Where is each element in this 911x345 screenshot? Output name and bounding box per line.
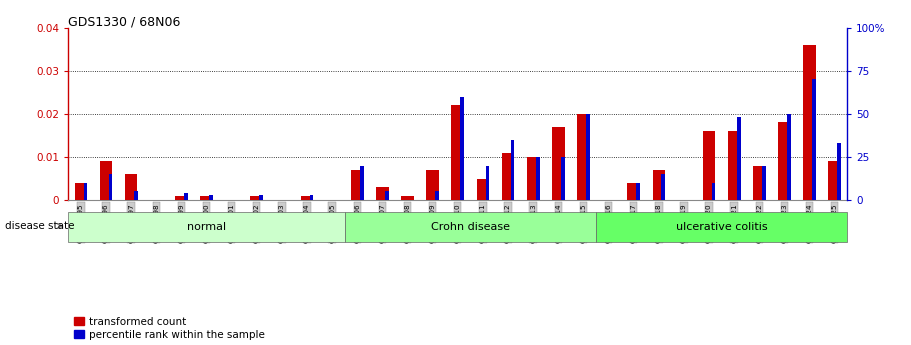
Legend: transformed count, percentile rank within the sample: transformed count, percentile rank withi…: [74, 317, 265, 340]
Bar: [728, 131, 741, 200]
Bar: [586, 114, 589, 200]
Bar: [426, 170, 439, 200]
Bar: [527, 157, 539, 200]
FancyBboxPatch shape: [68, 212, 344, 241]
Bar: [661, 174, 665, 200]
Bar: [837, 143, 841, 200]
Bar: [99, 161, 112, 200]
Bar: [385, 191, 389, 200]
Bar: [804, 45, 816, 200]
Bar: [134, 191, 138, 200]
Bar: [552, 127, 565, 200]
Bar: [578, 114, 589, 200]
Bar: [376, 187, 389, 200]
Bar: [84, 183, 87, 200]
Bar: [628, 183, 640, 200]
FancyBboxPatch shape: [596, 212, 847, 241]
Bar: [737, 117, 741, 200]
Bar: [260, 195, 263, 200]
Text: disease state: disease state: [5, 221, 74, 231]
Text: GDS1330 / 68N06: GDS1330 / 68N06: [68, 16, 180, 29]
Bar: [762, 166, 766, 200]
Bar: [636, 183, 640, 200]
Bar: [702, 131, 715, 200]
Bar: [175, 196, 188, 200]
Bar: [108, 174, 112, 200]
Bar: [351, 170, 363, 200]
Bar: [561, 157, 565, 200]
Text: ulcerative colitis: ulcerative colitis: [676, 222, 767, 232]
Bar: [711, 183, 715, 200]
Bar: [452, 105, 464, 200]
Bar: [813, 79, 816, 200]
Bar: [75, 183, 87, 200]
Bar: [486, 166, 489, 200]
Bar: [125, 174, 138, 200]
Bar: [310, 195, 313, 200]
Bar: [753, 166, 765, 200]
Bar: [360, 166, 363, 200]
Bar: [536, 157, 539, 200]
Bar: [401, 196, 414, 200]
Bar: [435, 191, 439, 200]
Bar: [787, 114, 791, 200]
Text: normal: normal: [187, 222, 226, 232]
Bar: [184, 193, 188, 200]
Bar: [652, 170, 665, 200]
Bar: [460, 97, 465, 200]
Bar: [778, 122, 791, 200]
FancyBboxPatch shape: [344, 212, 596, 241]
Bar: [200, 196, 213, 200]
Bar: [210, 195, 213, 200]
Text: Crohn disease: Crohn disease: [431, 222, 510, 232]
Bar: [251, 196, 263, 200]
Bar: [476, 179, 489, 200]
Bar: [828, 161, 841, 200]
Bar: [511, 140, 515, 200]
Bar: [301, 196, 313, 200]
Bar: [502, 152, 515, 200]
